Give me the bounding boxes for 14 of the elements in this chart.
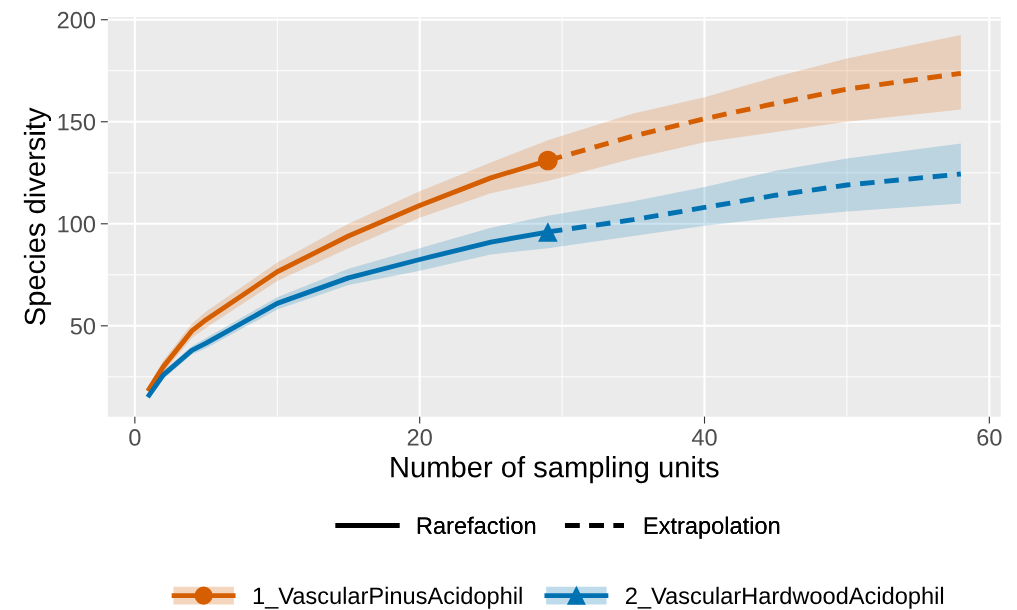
y-tick-label: 200 — [57, 11, 96, 29]
legend-label: 2_VascularHardwoodAcidophil — [625, 586, 944, 609]
x-tick-label: 40 — [691, 429, 717, 446]
y-axis-title: Species diversity — [23, 107, 52, 325]
y-tick-label: 50 — [70, 317, 96, 335]
x-tick-label: 20 — [407, 429, 432, 446]
text: Rarefaction — [417, 516, 536, 534]
legend-label: 1_VascularPinusAcidophil — [253, 586, 522, 609]
text: Extrapolation — [644, 516, 780, 539]
x-tick-label: 60 — [977, 429, 1002, 446]
x-axis-title: Number of sampling units — [391, 456, 719, 484]
y-tick-label: 150 — [58, 113, 96, 131]
x-tick-label: 0 — [129, 429, 141, 446]
y-tick-label: 100 — [58, 215, 96, 233]
